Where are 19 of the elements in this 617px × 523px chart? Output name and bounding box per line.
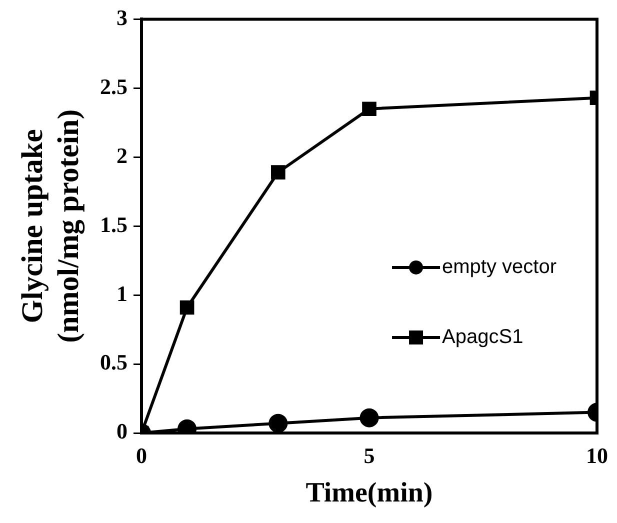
legend-label: empty vector [442, 256, 557, 278]
point [360, 408, 379, 428]
y-tick-label: 0.5 [100, 350, 128, 375]
point [362, 102, 376, 116]
y-tick-label: 2.5 [100, 74, 128, 99]
legend-label: ApagcS1 [442, 326, 524, 348]
y-tick-label: 2 [116, 142, 128, 168]
x-tick-label: 5 [364, 442, 375, 468]
y-tick-label: 1.5 [100, 212, 128, 237]
point [270, 165, 286, 180]
x-tick-label: 10 [586, 442, 608, 468]
y-tick-label: 1 [116, 280, 128, 306]
y-axis-title: Glycine uptake (nmol/mg protein) [16, 109, 85, 343]
x-tick-label: 0 [136, 442, 147, 468]
point [268, 414, 288, 433]
y-tick-label: 0 [116, 418, 128, 444]
y-tick-label: 3 [116, 4, 128, 30]
point [180, 300, 194, 315]
x-axis-title: Time(min) [306, 477, 433, 508]
